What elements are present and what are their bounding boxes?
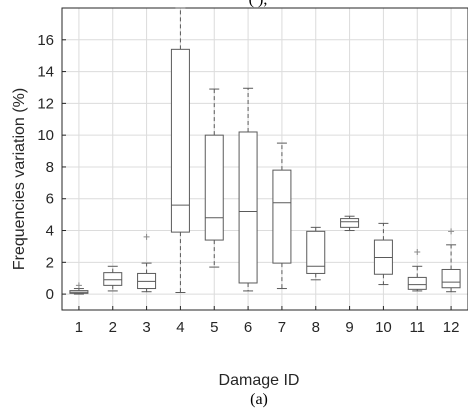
- x-axis-label: Damage ID: [219, 372, 300, 389]
- x-tick-label: 3: [142, 319, 150, 336]
- outlier-marker: [75, 282, 82, 289]
- box-group: [204, 88, 224, 268]
- box-group: [272, 142, 292, 290]
- box-iqr: [441, 268, 461, 289]
- box-group: [373, 222, 393, 286]
- box-group: [340, 215, 360, 232]
- box-group: [103, 265, 123, 292]
- x-tick-label: 1: [75, 319, 83, 336]
- y-tick-label: 8: [46, 159, 54, 176]
- x-tick-label: 9: [345, 319, 353, 336]
- box-iqr: [272, 169, 292, 264]
- x-tick-label: 10: [375, 319, 392, 336]
- y-tick-label: 4: [46, 223, 54, 240]
- outlier-marker: [143, 233, 150, 240]
- grid-lines: [62, 8, 468, 310]
- x-tick-label: 6: [244, 319, 252, 336]
- box-group: [441, 228, 461, 293]
- box-group: [170, 7, 190, 294]
- y-tick-label: 10: [37, 127, 54, 144]
- chart-title-fragment: ( ),: [249, 0, 268, 8]
- box-iqr: [204, 134, 224, 241]
- box-group: [69, 282, 89, 295]
- box-iqr: [103, 272, 123, 286]
- box-group: [137, 233, 157, 293]
- y-tick-label: 0: [46, 286, 54, 303]
- x-axis-ticks: 1 2 3 4 5 6 7 8 9 10 11 12: [75, 306, 460, 336]
- y-axis-label: Frequencies variation (%): [11, 88, 28, 270]
- box-iqr: [407, 276, 427, 290]
- box-group: [306, 226, 326, 281]
- outlier-marker: [448, 228, 455, 235]
- box-group: [238, 87, 258, 292]
- x-tick-label: 4: [176, 319, 184, 336]
- box-iqr: [306, 230, 326, 274]
- box-group: [407, 248, 427, 292]
- y-axis-ticks: 0 2 4 6 8 10 12 14 16: [37, 32, 66, 303]
- outlier-marker: [414, 248, 421, 255]
- box-series: [69, 7, 461, 295]
- y-tick-label: 14: [37, 64, 54, 81]
- x-tick-label: 12: [443, 319, 460, 336]
- x-tick-label: 5: [210, 319, 218, 336]
- box-iqr: [170, 48, 190, 233]
- y-tick-label: 16: [37, 32, 54, 49]
- plot-frame: [61, 7, 468, 311]
- y-tick-label: 12: [37, 95, 54, 112]
- x-tick-label: 11: [409, 319, 425, 336]
- x-tick-label: 7: [278, 319, 286, 336]
- box-iqr: [340, 218, 360, 228]
- box-iqr: [238, 131, 258, 284]
- figure-caption: (a): [250, 391, 268, 408]
- y-tick-label: 2: [46, 254, 54, 271]
- y-tick-label: 6: [46, 191, 54, 208]
- x-tick-label: 8: [312, 319, 320, 336]
- x-tick-label: 2: [109, 319, 117, 336]
